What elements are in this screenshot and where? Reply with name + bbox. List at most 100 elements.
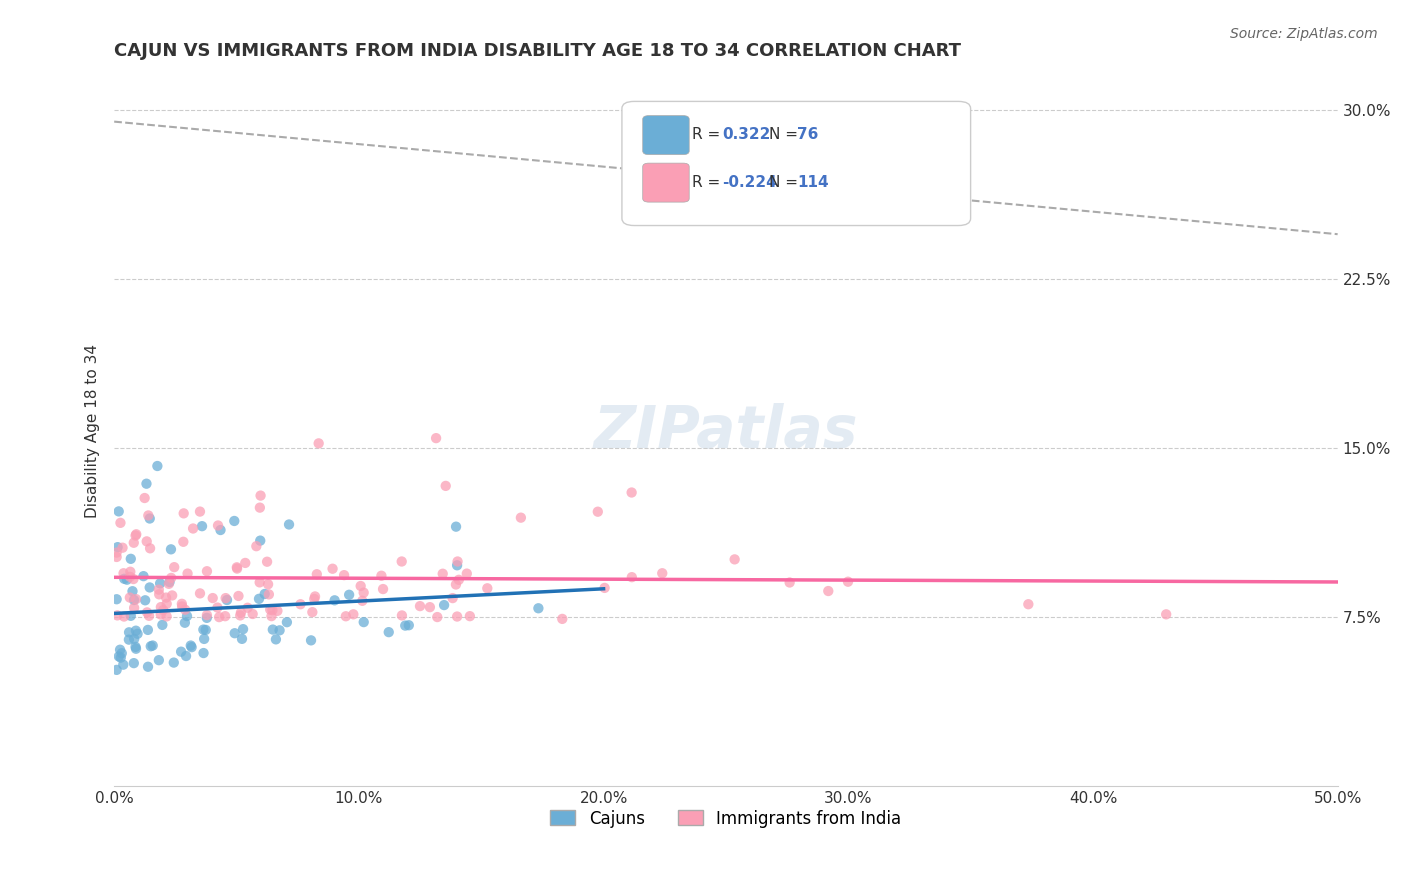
Point [337, 588, 360, 602]
Point [191, 519, 214, 533]
Point [148, 653, 170, 667]
Point [247, 591, 270, 606]
Point [249, 533, 271, 548]
Point [120, 608, 142, 623]
Point [551, 612, 574, 626]
Point [112, 609, 135, 624]
Point [215, 593, 238, 607]
Point [229, 608, 252, 623]
Point [122, 600, 145, 615]
Point [817, 584, 839, 599]
Text: N =: N = [769, 128, 803, 142]
Point [118, 570, 141, 584]
Point [174, 648, 197, 663]
Point [110, 516, 132, 530]
Point [301, 605, 323, 619]
Point [207, 518, 229, 533]
Point [172, 534, 194, 549]
Point [419, 600, 441, 615]
Point [323, 593, 346, 607]
Point [304, 591, 326, 606]
Point [105, 592, 128, 607]
Point [122, 593, 145, 607]
Point [195, 608, 218, 623]
Point [224, 626, 246, 640]
Point [249, 575, 271, 590]
Point [232, 622, 254, 636]
Point [150, 618, 173, 632]
Point [425, 431, 447, 445]
Point [304, 590, 326, 604]
Point [134, 593, 156, 607]
Point [266, 604, 288, 618]
Point [173, 507, 195, 521]
Point [398, 618, 420, 632]
Point [139, 511, 162, 525]
Point [108, 649, 131, 664]
Point [188, 505, 211, 519]
Point [262, 603, 284, 617]
Point [139, 541, 162, 556]
Point [458, 609, 481, 624]
Point [391, 554, 413, 568]
Point [180, 640, 202, 655]
Point [170, 645, 193, 659]
Point [434, 479, 457, 493]
Point [620, 570, 643, 584]
Point [456, 566, 478, 581]
Point [110, 650, 132, 665]
Point [107, 540, 129, 554]
Point [160, 589, 183, 603]
Point [259, 602, 281, 616]
Point [188, 586, 211, 600]
Point [160, 542, 183, 557]
Point [1154, 607, 1177, 622]
Point [124, 528, 146, 542]
Point [290, 597, 312, 611]
Point [115, 573, 138, 587]
Point [208, 610, 231, 624]
Point [148, 587, 170, 601]
Point [148, 582, 170, 597]
Point [105, 608, 128, 623]
Point [207, 600, 229, 615]
Point [444, 577, 467, 591]
Point [120, 565, 142, 579]
FancyBboxPatch shape [643, 163, 689, 202]
Point [107, 504, 129, 518]
Text: 0.322: 0.322 [723, 128, 770, 142]
Point [352, 594, 374, 608]
Point [446, 609, 468, 624]
Point [276, 615, 298, 630]
Point [193, 623, 215, 637]
Point [447, 573, 470, 587]
Point [125, 641, 148, 656]
Y-axis label: Disability Age 18 to 34: Disability Age 18 to 34 [86, 344, 100, 518]
Point [236, 600, 259, 615]
Point [371, 582, 394, 596]
Point [111, 646, 134, 660]
Point [394, 618, 416, 632]
Point [225, 560, 247, 574]
Point [226, 561, 249, 575]
Point [245, 539, 267, 553]
Point [256, 555, 278, 569]
Point [651, 566, 673, 581]
Point [122, 572, 145, 586]
Point [122, 535, 145, 549]
Point [136, 508, 159, 523]
Point [509, 510, 531, 524]
Point [146, 458, 169, 473]
Point [149, 607, 172, 622]
Point [122, 632, 145, 646]
Point [195, 564, 218, 578]
Point [136, 623, 159, 637]
Point [124, 640, 146, 654]
Point [837, 574, 859, 589]
Point [142, 639, 165, 653]
Point [409, 599, 432, 613]
Point [441, 591, 464, 606]
Point [156, 609, 179, 624]
Point [173, 615, 195, 630]
Point [779, 575, 801, 590]
